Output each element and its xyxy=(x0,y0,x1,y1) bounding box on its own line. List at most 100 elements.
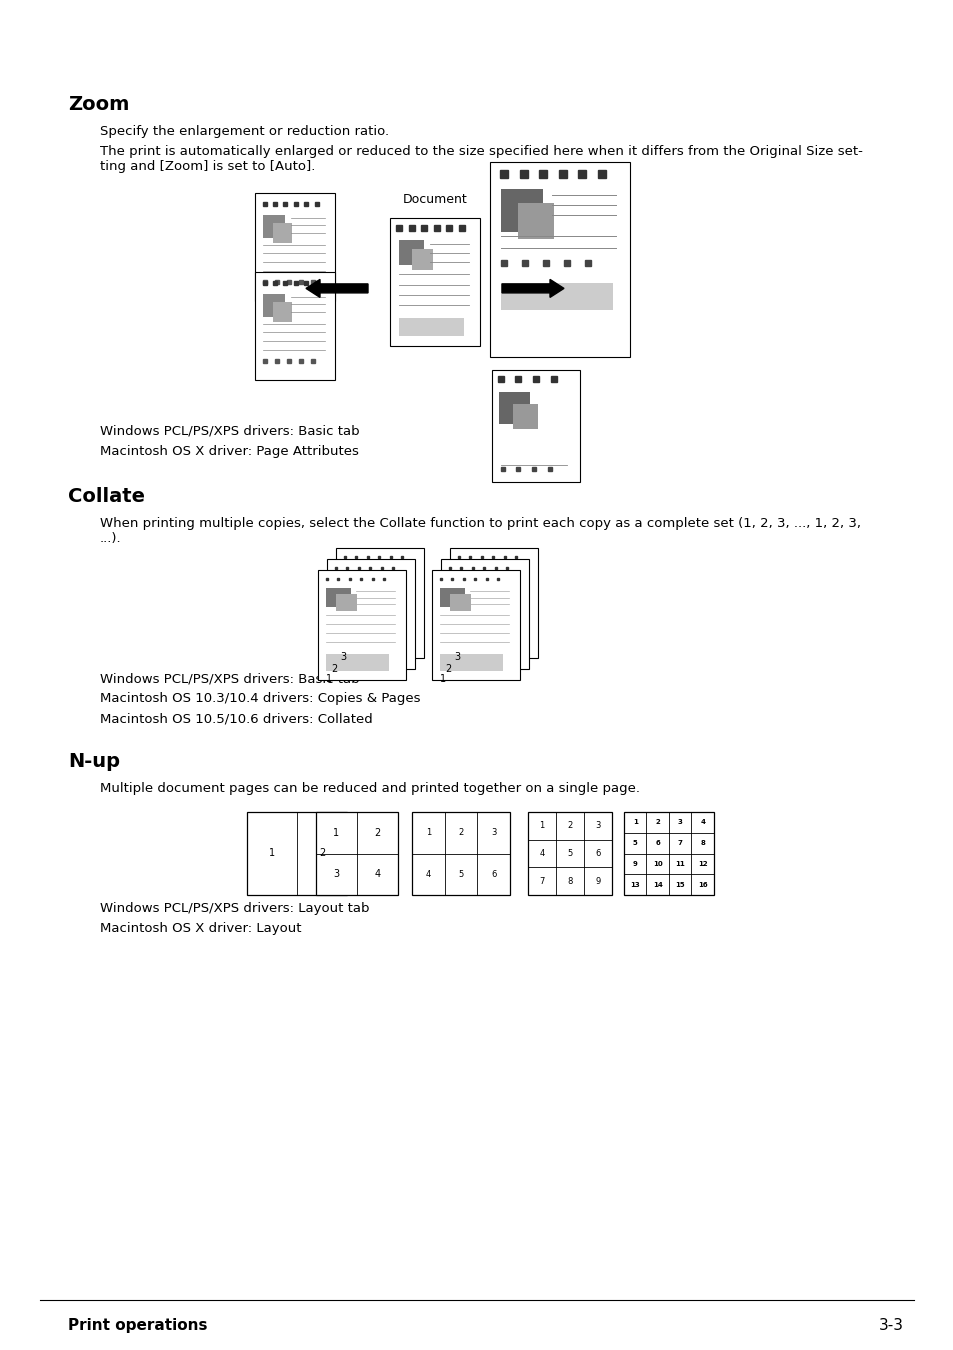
Text: 3: 3 xyxy=(340,652,346,663)
Text: 4: 4 xyxy=(538,849,544,859)
Text: 7: 7 xyxy=(677,840,682,846)
Bar xyxy=(449,576,473,597)
Text: 6: 6 xyxy=(491,869,496,879)
Text: 2: 2 xyxy=(567,821,572,830)
Text: 4: 4 xyxy=(700,819,704,825)
Text: 1: 1 xyxy=(425,829,431,837)
Bar xyxy=(254,271,335,379)
Text: 6: 6 xyxy=(595,849,600,859)
Bar xyxy=(440,559,529,670)
Bar xyxy=(457,632,520,649)
Bar xyxy=(517,202,553,239)
Text: N-up: N-up xyxy=(68,752,120,771)
Bar xyxy=(500,189,542,232)
Text: Windows PCL/PS/XPS drivers: Layout tab: Windows PCL/PS/XPS drivers: Layout tab xyxy=(100,902,369,915)
Text: 15: 15 xyxy=(675,882,684,888)
Text: Zoom: Zoom xyxy=(68,95,130,113)
Text: 1: 1 xyxy=(269,849,274,859)
Bar xyxy=(412,811,510,895)
Bar xyxy=(498,393,529,424)
Text: 5: 5 xyxy=(457,869,463,879)
Bar xyxy=(398,240,424,266)
Text: 1: 1 xyxy=(538,821,544,830)
Text: Reduce: Reduce xyxy=(304,282,351,294)
Text: 5: 5 xyxy=(567,849,572,859)
Text: Enlarge: Enlarge xyxy=(517,282,565,294)
Text: 9: 9 xyxy=(595,876,600,886)
Text: Document: Document xyxy=(402,193,467,207)
Bar xyxy=(263,293,285,317)
Bar xyxy=(326,653,389,671)
Text: 8: 8 xyxy=(567,876,572,886)
Bar xyxy=(263,215,285,239)
Bar xyxy=(317,570,406,680)
Text: 13: 13 xyxy=(630,882,639,888)
Text: 5: 5 xyxy=(632,840,637,846)
Bar xyxy=(432,570,519,680)
Bar xyxy=(335,576,359,597)
Bar xyxy=(344,583,365,599)
Text: Windows PCL/PS/XPS drivers: Basic tab: Windows PCL/PS/XPS drivers: Basic tab xyxy=(100,425,359,437)
Bar xyxy=(623,811,713,895)
Bar xyxy=(354,572,375,589)
Text: 9: 9 xyxy=(632,861,637,867)
FancyArrow shape xyxy=(501,279,563,297)
Text: Windows PCL/PS/XPS drivers: Basic tab: Windows PCL/PS/XPS drivers: Basic tab xyxy=(100,672,359,684)
Bar xyxy=(450,548,537,657)
Bar xyxy=(457,566,482,586)
Text: Macintosh OS X driver: Layout: Macintosh OS X driver: Layout xyxy=(100,922,301,936)
Text: 3: 3 xyxy=(595,821,600,830)
Text: 12: 12 xyxy=(698,861,707,867)
Bar xyxy=(411,248,433,270)
Bar xyxy=(492,370,579,482)
Bar xyxy=(527,811,612,895)
Text: The print is automatically enlarged or reduced to the size specified here when i: The print is automatically enlarged or r… xyxy=(100,144,862,173)
Bar xyxy=(254,193,335,301)
Bar xyxy=(273,302,292,323)
Bar xyxy=(513,404,537,429)
Text: Collate: Collate xyxy=(68,487,145,506)
Bar xyxy=(335,643,397,660)
Bar xyxy=(500,284,613,310)
Text: 16: 16 xyxy=(698,882,707,888)
Bar xyxy=(327,559,415,670)
Text: 2: 2 xyxy=(374,828,380,838)
Text: 1: 1 xyxy=(439,675,446,684)
Bar xyxy=(315,811,397,895)
Text: 4: 4 xyxy=(425,869,431,879)
Bar xyxy=(390,217,479,346)
Text: 2: 2 xyxy=(331,663,337,674)
Text: 14: 14 xyxy=(652,882,662,888)
Text: When printing multiple copies, select the Collate function to print each copy as: When printing multiple copies, select th… xyxy=(100,517,861,545)
Bar xyxy=(247,811,347,895)
FancyArrow shape xyxy=(306,279,368,297)
Text: 8: 8 xyxy=(700,840,704,846)
Text: 1: 1 xyxy=(632,819,637,825)
Bar xyxy=(467,572,488,589)
Text: Macintosh OS X driver: Page Attributes: Macintosh OS X driver: Page Attributes xyxy=(100,446,358,458)
Text: 2: 2 xyxy=(318,849,325,859)
Bar xyxy=(439,653,503,671)
Text: 11: 11 xyxy=(675,861,684,867)
Text: 3: 3 xyxy=(454,652,460,663)
Bar xyxy=(326,587,350,608)
Text: Macintosh OS 10.3/10.4 drivers: Copies & Pages: Macintosh OS 10.3/10.4 drivers: Copies &… xyxy=(100,693,420,705)
Text: 10: 10 xyxy=(652,861,662,867)
Text: Specify the enlargement or reduction ratio.: Specify the enlargement or reduction rat… xyxy=(100,126,389,138)
Bar xyxy=(490,162,629,356)
Text: Print operations: Print operations xyxy=(68,1318,208,1332)
Text: 2: 2 xyxy=(655,819,659,825)
Bar xyxy=(449,643,512,660)
Text: 1: 1 xyxy=(334,828,339,838)
Bar xyxy=(335,548,423,657)
Text: Macintosh OS 10.5/10.6 drivers: Collated: Macintosh OS 10.5/10.6 drivers: Collated xyxy=(100,711,373,725)
Text: 1: 1 xyxy=(326,675,332,684)
Text: 3: 3 xyxy=(677,819,682,825)
Bar xyxy=(344,632,407,649)
Text: 2: 2 xyxy=(445,663,451,674)
Text: 7: 7 xyxy=(538,876,544,886)
Bar xyxy=(458,583,479,599)
Bar xyxy=(439,587,464,608)
Text: 2: 2 xyxy=(457,829,463,837)
Text: 3-3: 3-3 xyxy=(878,1318,903,1332)
